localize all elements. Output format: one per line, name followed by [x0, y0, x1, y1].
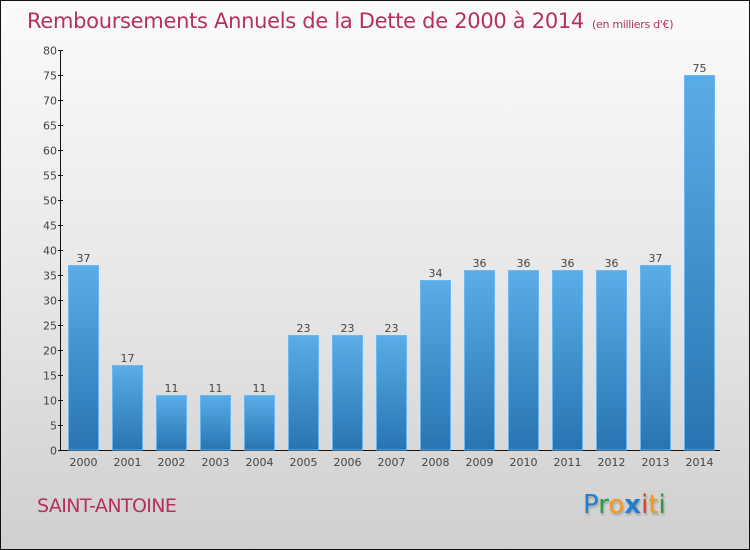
x-tick-label-2001: 2001 [114, 456, 142, 469]
data-label-2007: 23 [385, 322, 399, 335]
x-tick-label-2014: 2014 [686, 456, 714, 469]
x-tick-label-2002: 2002 [158, 456, 186, 469]
bar-2003 [200, 395, 231, 451]
proxiti-logo[interactable]: Proxiti [583, 490, 666, 520]
y-tick-label: 5 [50, 420, 57, 433]
y-tick-label: 20 [43, 345, 57, 358]
data-label-2000: 37 [77, 252, 91, 265]
axes: 0 5 10 15 20 25 30 35 40 45 50 55 60 65 70 75 80 [43, 45, 720, 458]
data-label-2004: 11 [253, 382, 267, 395]
x-tick-label-2006: 2006 [334, 456, 362, 469]
y-tick-label: 15 [43, 370, 57, 383]
data-label-2014: 75 [693, 62, 707, 75]
data-label-2002: 11 [165, 382, 179, 395]
x-tick-label-2013: 2013 [642, 456, 670, 469]
x-tick-label-2004: 2004 [246, 456, 274, 469]
bar-2004 [244, 395, 275, 451]
data-label-2008: 34 [429, 267, 443, 280]
y-tick-label: 45 [43, 220, 57, 233]
x-tick-label-2010: 2010 [510, 456, 538, 469]
bar-2014 [684, 75, 715, 451]
bar-2008 [420, 280, 451, 451]
bars [68, 75, 715, 451]
logo-letter: t [648, 490, 659, 520]
x-tick-label-2003: 2003 [202, 456, 230, 469]
data-label-2005: 23 [297, 322, 311, 335]
x-tick-label-2009: 2009 [466, 456, 494, 469]
y-tick-label: 25 [43, 320, 57, 333]
y-tick-label: 60 [43, 145, 57, 158]
bar-2012 [596, 270, 627, 451]
bar-2002 [156, 395, 187, 451]
x-tick-label-2011: 2011 [554, 456, 582, 469]
logo-letter: o [608, 490, 625, 520]
y-tick-label: 80 [43, 45, 57, 58]
data-label-2011: 36 [561, 257, 575, 270]
y-tick-label: 40 [43, 245, 57, 258]
data-label-2013: 37 [649, 252, 663, 265]
bar-2005 [288, 335, 319, 451]
y-tick-label: 65 [43, 120, 57, 133]
bar-2001 [112, 365, 143, 451]
x-tick-label-2008: 2008 [422, 456, 450, 469]
data-label-2009: 36 [473, 257, 487, 270]
commune-name: SAINT-ANTOINE [37, 495, 177, 517]
bar-2013 [640, 265, 671, 451]
bar-2009 [464, 270, 495, 451]
y-tick-label: 75 [43, 70, 57, 83]
y-tick-label: 35 [43, 270, 57, 283]
data-label-2012: 36 [605, 257, 619, 270]
x-tick-label-2005: 2005 [290, 456, 318, 469]
x-tick-label-2000: 2000 [70, 456, 98, 469]
y-tick-label: 50 [43, 195, 57, 208]
data-label-2006: 23 [341, 322, 355, 335]
title-text: Remboursements Annuels de la Dette de 20… [27, 9, 584, 33]
y-tick-label: 30 [43, 295, 57, 308]
data-label-2003: 11 [209, 382, 223, 395]
bar-2007 [376, 335, 407, 451]
bar-2006 [332, 335, 363, 451]
bar-2010 [508, 270, 539, 451]
bar-2000 [68, 265, 99, 451]
y-tick-label: 10 [43, 395, 57, 408]
x-tick-label-2012: 2012 [598, 456, 626, 469]
logo-letter: P [583, 490, 599, 520]
bar-2011 [552, 270, 583, 451]
y-tick-label: 55 [43, 170, 57, 183]
data-label-2010: 36 [517, 257, 531, 270]
y-tick-label: 0 [50, 445, 57, 458]
data-label-2001: 17 [121, 352, 135, 365]
logo-letter: r [598, 490, 609, 520]
unit-subtitle: (en milliers d'€) [592, 18, 674, 31]
chart-title: Remboursements Annuels de la Dette de 20… [27, 9, 673, 33]
labels: 37 2000 17 2001 11 2002 11 2003 11 2004 23 2005 23 20… [70, 62, 714, 469]
logo-letter: i [641, 490, 649, 520]
x-tick-label-2007: 2007 [378, 456, 406, 469]
logo-letter: i [658, 490, 666, 520]
y-tick-label: 70 [43, 95, 57, 108]
logo-letter: x [624, 490, 642, 520]
